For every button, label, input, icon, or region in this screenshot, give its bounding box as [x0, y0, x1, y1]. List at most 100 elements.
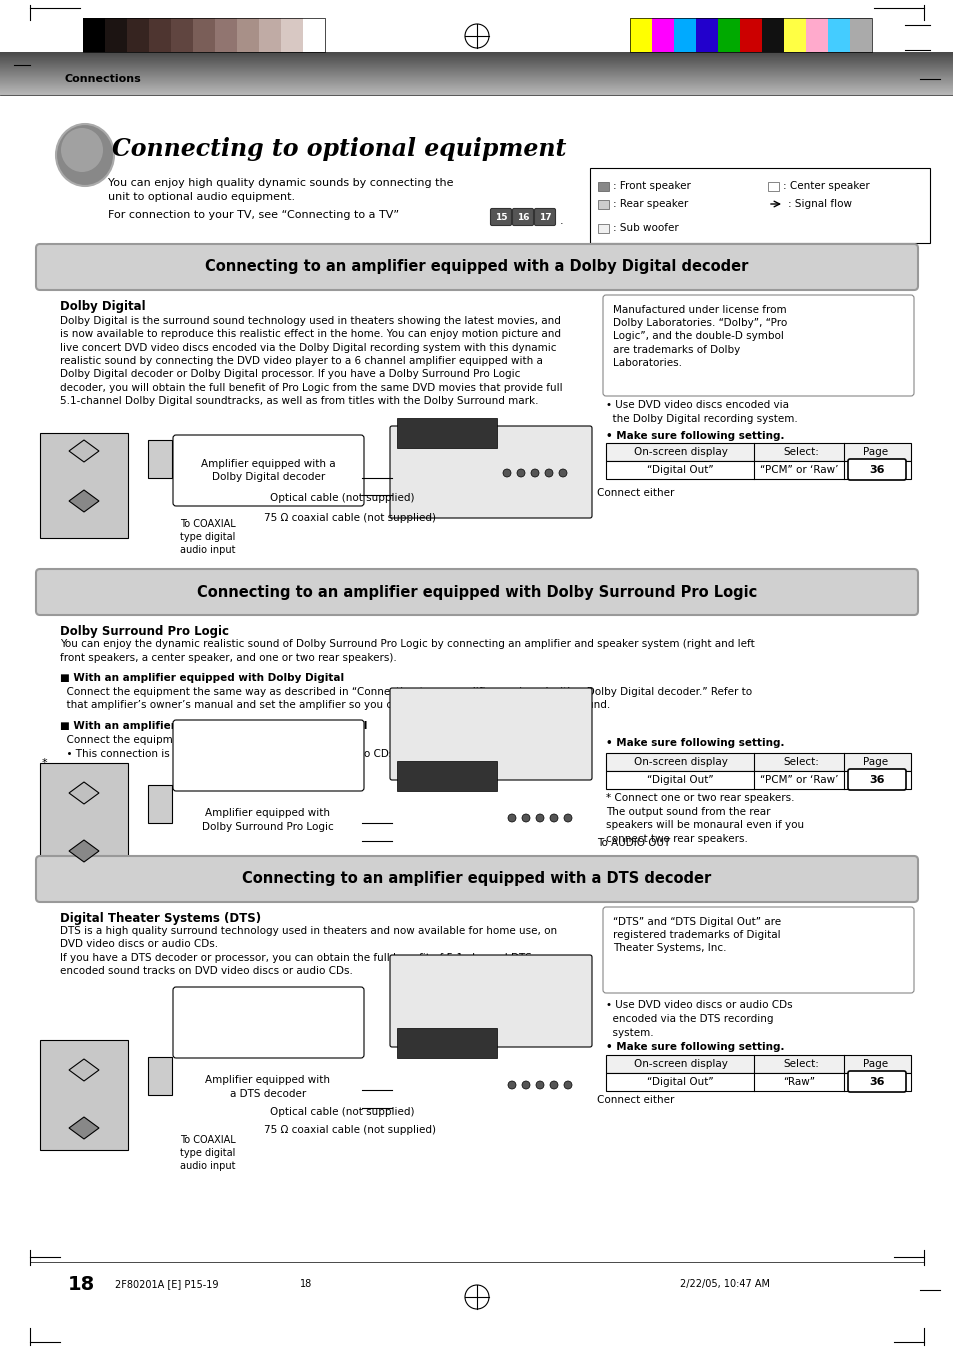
- FancyBboxPatch shape: [172, 720, 364, 790]
- Bar: [0, 72, 953, 73]
- Circle shape: [550, 815, 558, 821]
- FancyBboxPatch shape: [390, 688, 592, 780]
- FancyBboxPatch shape: [534, 208, 555, 226]
- Bar: [0, 93, 953, 95]
- Bar: [589, 168, 929, 243]
- Bar: [0, 89, 953, 91]
- Bar: [0, 62, 953, 65]
- Bar: [0, 70, 953, 72]
- Bar: [0, 77, 953, 78]
- Bar: [0, 80, 953, 81]
- Text: Dolby Digital is the surround sound technology used in theaters showing the late: Dolby Digital is the surround sound tech…: [60, 316, 562, 407]
- Text: 18: 18: [299, 1279, 312, 1289]
- Text: Dolby Surround Pro Logic: Dolby Surround Pro Logic: [60, 626, 229, 638]
- Circle shape: [544, 469, 553, 477]
- FancyBboxPatch shape: [847, 459, 905, 480]
- Bar: [258, 18, 281, 51]
- Bar: [605, 443, 910, 461]
- Circle shape: [563, 1081, 572, 1089]
- Bar: [849, 18, 871, 51]
- Text: .: .: [559, 216, 563, 226]
- FancyBboxPatch shape: [390, 426, 592, 517]
- Circle shape: [517, 469, 524, 477]
- Bar: [0, 68, 953, 69]
- Bar: [0, 91, 953, 92]
- Text: *: *: [42, 758, 48, 767]
- Text: • Make sure following setting.: • Make sure following setting.: [605, 431, 783, 440]
- Bar: [0, 74, 953, 76]
- FancyBboxPatch shape: [172, 435, 364, 507]
- Text: Connect the equipment as follows.: Connect the equipment as follows.: [60, 735, 248, 744]
- Text: 17: 17: [538, 212, 551, 222]
- Circle shape: [536, 1081, 543, 1089]
- Circle shape: [563, 815, 572, 821]
- Text: 36: 36: [868, 775, 883, 785]
- Bar: [673, 18, 696, 51]
- Bar: [0, 58, 953, 59]
- Text: “Digital Out”: “Digital Out”: [646, 465, 713, 476]
- Bar: [827, 18, 849, 51]
- Bar: [303, 18, 325, 51]
- Bar: [0, 53, 953, 54]
- Bar: [0, 76, 953, 77]
- Bar: [0, 80, 953, 81]
- Bar: [605, 461, 910, 480]
- FancyBboxPatch shape: [390, 955, 592, 1047]
- Text: Connecting to an amplifier equipped with a Dolby Digital decoder: Connecting to an amplifier equipped with…: [205, 259, 748, 274]
- Circle shape: [550, 1081, 558, 1089]
- Text: On-screen display: On-screen display: [634, 757, 727, 767]
- Text: Select:: Select:: [782, 757, 818, 767]
- Bar: [718, 18, 740, 51]
- Circle shape: [521, 815, 530, 821]
- Bar: [0, 77, 953, 78]
- Text: “DTS” and “DTS Digital Out” are
registered trademarks of Digital
Theater Systems: “DTS” and “DTS Digital Out” are register…: [613, 917, 781, 954]
- Polygon shape: [69, 840, 99, 862]
- Bar: [396, 417, 497, 449]
- Text: Connecting to an amplifier equipped with Dolby Surround Pro Logic: Connecting to an amplifier equipped with…: [196, 585, 757, 600]
- Bar: [0, 63, 953, 65]
- Bar: [0, 66, 953, 68]
- Text: To COAXIAL
type digital
audio input: To COAXIAL type digital audio input: [180, 519, 235, 555]
- Bar: [149, 18, 171, 51]
- Bar: [0, 93, 953, 95]
- Text: • Use DVD video discs encoded via
  the Dolby Digital recording system.: • Use DVD video discs encoded via the Do…: [605, 400, 797, 424]
- Bar: [0, 74, 953, 76]
- Bar: [0, 73, 953, 76]
- Bar: [0, 82, 953, 84]
- Bar: [0, 65, 953, 66]
- Bar: [0, 69, 953, 70]
- Text: For connection to your TV, see “Connecting to a TV”: For connection to your TV, see “Connecti…: [108, 209, 398, 220]
- Bar: [0, 62, 953, 63]
- Text: Optical cable (not supplied): Optical cable (not supplied): [270, 1106, 414, 1117]
- Bar: [0, 59, 953, 61]
- Bar: [783, 18, 805, 51]
- Bar: [40, 1040, 128, 1150]
- Circle shape: [558, 469, 566, 477]
- Bar: [0, 65, 953, 68]
- Text: 18: 18: [68, 1274, 95, 1293]
- Bar: [40, 434, 128, 538]
- Bar: [0, 68, 953, 70]
- Bar: [0, 89, 953, 92]
- Text: 36: 36: [868, 1077, 883, 1088]
- Bar: [0, 78, 953, 80]
- Text: • Use DVD video discs or audio CDs
  encoded via the DTS recording
  system.: • Use DVD video discs or audio CDs encod…: [605, 1000, 792, 1038]
- Text: Connecting to an amplifier equipped with a DTS decoder: Connecting to an amplifier equipped with…: [242, 871, 711, 886]
- Text: Digital Theater Systems (DTS): Digital Theater Systems (DTS): [60, 912, 261, 925]
- Polygon shape: [69, 490, 99, 512]
- Polygon shape: [69, 782, 99, 804]
- Bar: [0, 54, 953, 55]
- Bar: [740, 18, 761, 51]
- Bar: [0, 51, 953, 53]
- Bar: [0, 70, 953, 73]
- Text: Dolby Digital: Dolby Digital: [60, 300, 146, 313]
- Text: Connecting to optional equipment: Connecting to optional equipment: [112, 136, 566, 161]
- Text: You can enjoy the dynamic realistic sound of Dolby Surround Pro Logic by connect: You can enjoy the dynamic realistic soun…: [60, 639, 754, 662]
- Bar: [0, 63, 953, 65]
- Bar: [0, 65, 953, 66]
- Bar: [605, 1055, 910, 1073]
- Bar: [598, 200, 608, 209]
- Text: : Rear speaker: : Rear speaker: [613, 199, 687, 209]
- FancyBboxPatch shape: [847, 769, 905, 790]
- Bar: [148, 440, 172, 478]
